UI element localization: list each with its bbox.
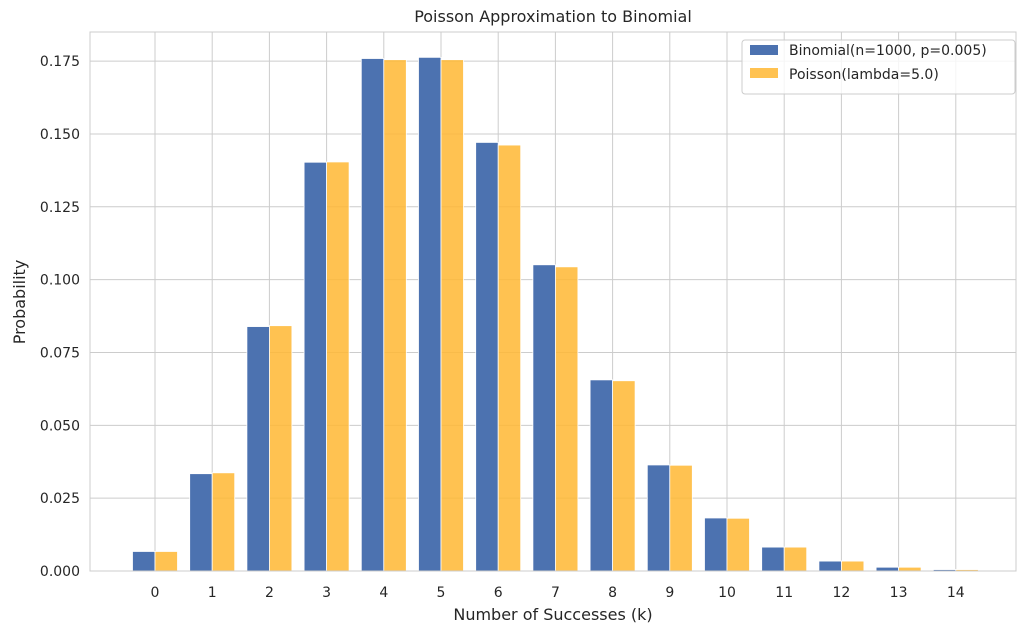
poisson-bar <box>612 380 636 572</box>
legend-label-poisson: Poisson(lambda=5.0) <box>789 67 939 83</box>
binomial-bar <box>761 546 785 572</box>
binomial-bar <box>646 464 671 572</box>
bars <box>132 56 979 572</box>
y-tick-label: 0.075 <box>40 345 80 361</box>
binomial-bar <box>875 566 899 572</box>
x-tick-label: 9 <box>665 585 674 601</box>
x-tick-label: 13 <box>890 585 908 601</box>
x-tick-label: 14 <box>947 585 965 601</box>
x-tick-label: 11 <box>775 585 793 601</box>
poisson-bar <box>211 472 236 572</box>
poisson-bar <box>555 266 579 572</box>
binomial-bar <box>589 379 613 572</box>
poisson-bar <box>497 144 522 572</box>
binomial-bar <box>132 551 156 572</box>
y-tick-label: 0.000 <box>40 564 80 580</box>
poisson-bar <box>326 161 350 572</box>
x-tick-label: 12 <box>832 585 850 601</box>
x-tick-label: 0 <box>151 585 160 601</box>
poisson-bar <box>669 464 693 572</box>
legend-label-binomial: Binomial(n=1000, p=0.005) <box>789 43 987 59</box>
y-tick-label: 0.100 <box>40 273 80 289</box>
binomial-bar <box>704 517 728 572</box>
legend-swatch-binomial <box>750 45 778 55</box>
y-tick-labels: 0.000 0.025 0.050 0.075 0.100 0.125 0.150 0.175 <box>40 54 80 580</box>
y-tick-label: 0.025 <box>40 491 80 507</box>
y-tick-label: 0.175 <box>40 54 80 70</box>
poisson-bar <box>440 59 464 572</box>
y-tick-label: 0.125 <box>40 200 80 216</box>
y-tick-label: 0.150 <box>40 127 80 143</box>
poisson-bar <box>726 517 750 572</box>
chart-title: Poisson Approximation to Binomial <box>414 7 692 26</box>
binomial-bar <box>532 264 556 572</box>
x-axis-label: Number of Successes (k) <box>453 605 652 624</box>
x-tick-label: 3 <box>322 585 331 601</box>
binomial-bar <box>246 326 270 572</box>
poisson-bar <box>841 560 865 572</box>
x-tick-label: 7 <box>551 585 560 601</box>
binomial-bar <box>360 58 385 572</box>
x-tick-label: 1 <box>208 585 217 601</box>
poisson-bar <box>154 551 178 572</box>
y-axis-label: Probability <box>10 260 29 345</box>
binomial-bar <box>818 560 842 572</box>
x-tick-label: 2 <box>265 585 274 601</box>
binomial-bar <box>303 161 328 572</box>
binomial-bar <box>475 142 499 572</box>
poisson-bar <box>268 325 293 572</box>
x-tick-label: 5 <box>437 585 446 601</box>
poisson-bar <box>898 566 922 572</box>
x-tick-label: 10 <box>718 585 736 601</box>
legend-swatch-poisson <box>750 68 778 78</box>
x-tick-label: 4 <box>379 585 388 601</box>
plot-frame <box>89 31 1017 572</box>
binomial-bar <box>189 473 213 572</box>
poisson-bar <box>383 59 407 572</box>
poisson-bar <box>783 546 808 572</box>
binomial-bar <box>418 56 442 572</box>
x-tick-label: 6 <box>494 585 503 601</box>
x-tick-labels: 0 1 2 3 4 5 6 7 8 9 10 11 12 13 14 <box>151 585 965 601</box>
legend: Binomial(n=1000, p=0.005) Poisson(lambda… <box>741 39 1016 95</box>
x-tick-label: 8 <box>608 585 617 601</box>
y-tick-label: 0.050 <box>40 418 80 434</box>
legend-box <box>741 39 1016 95</box>
